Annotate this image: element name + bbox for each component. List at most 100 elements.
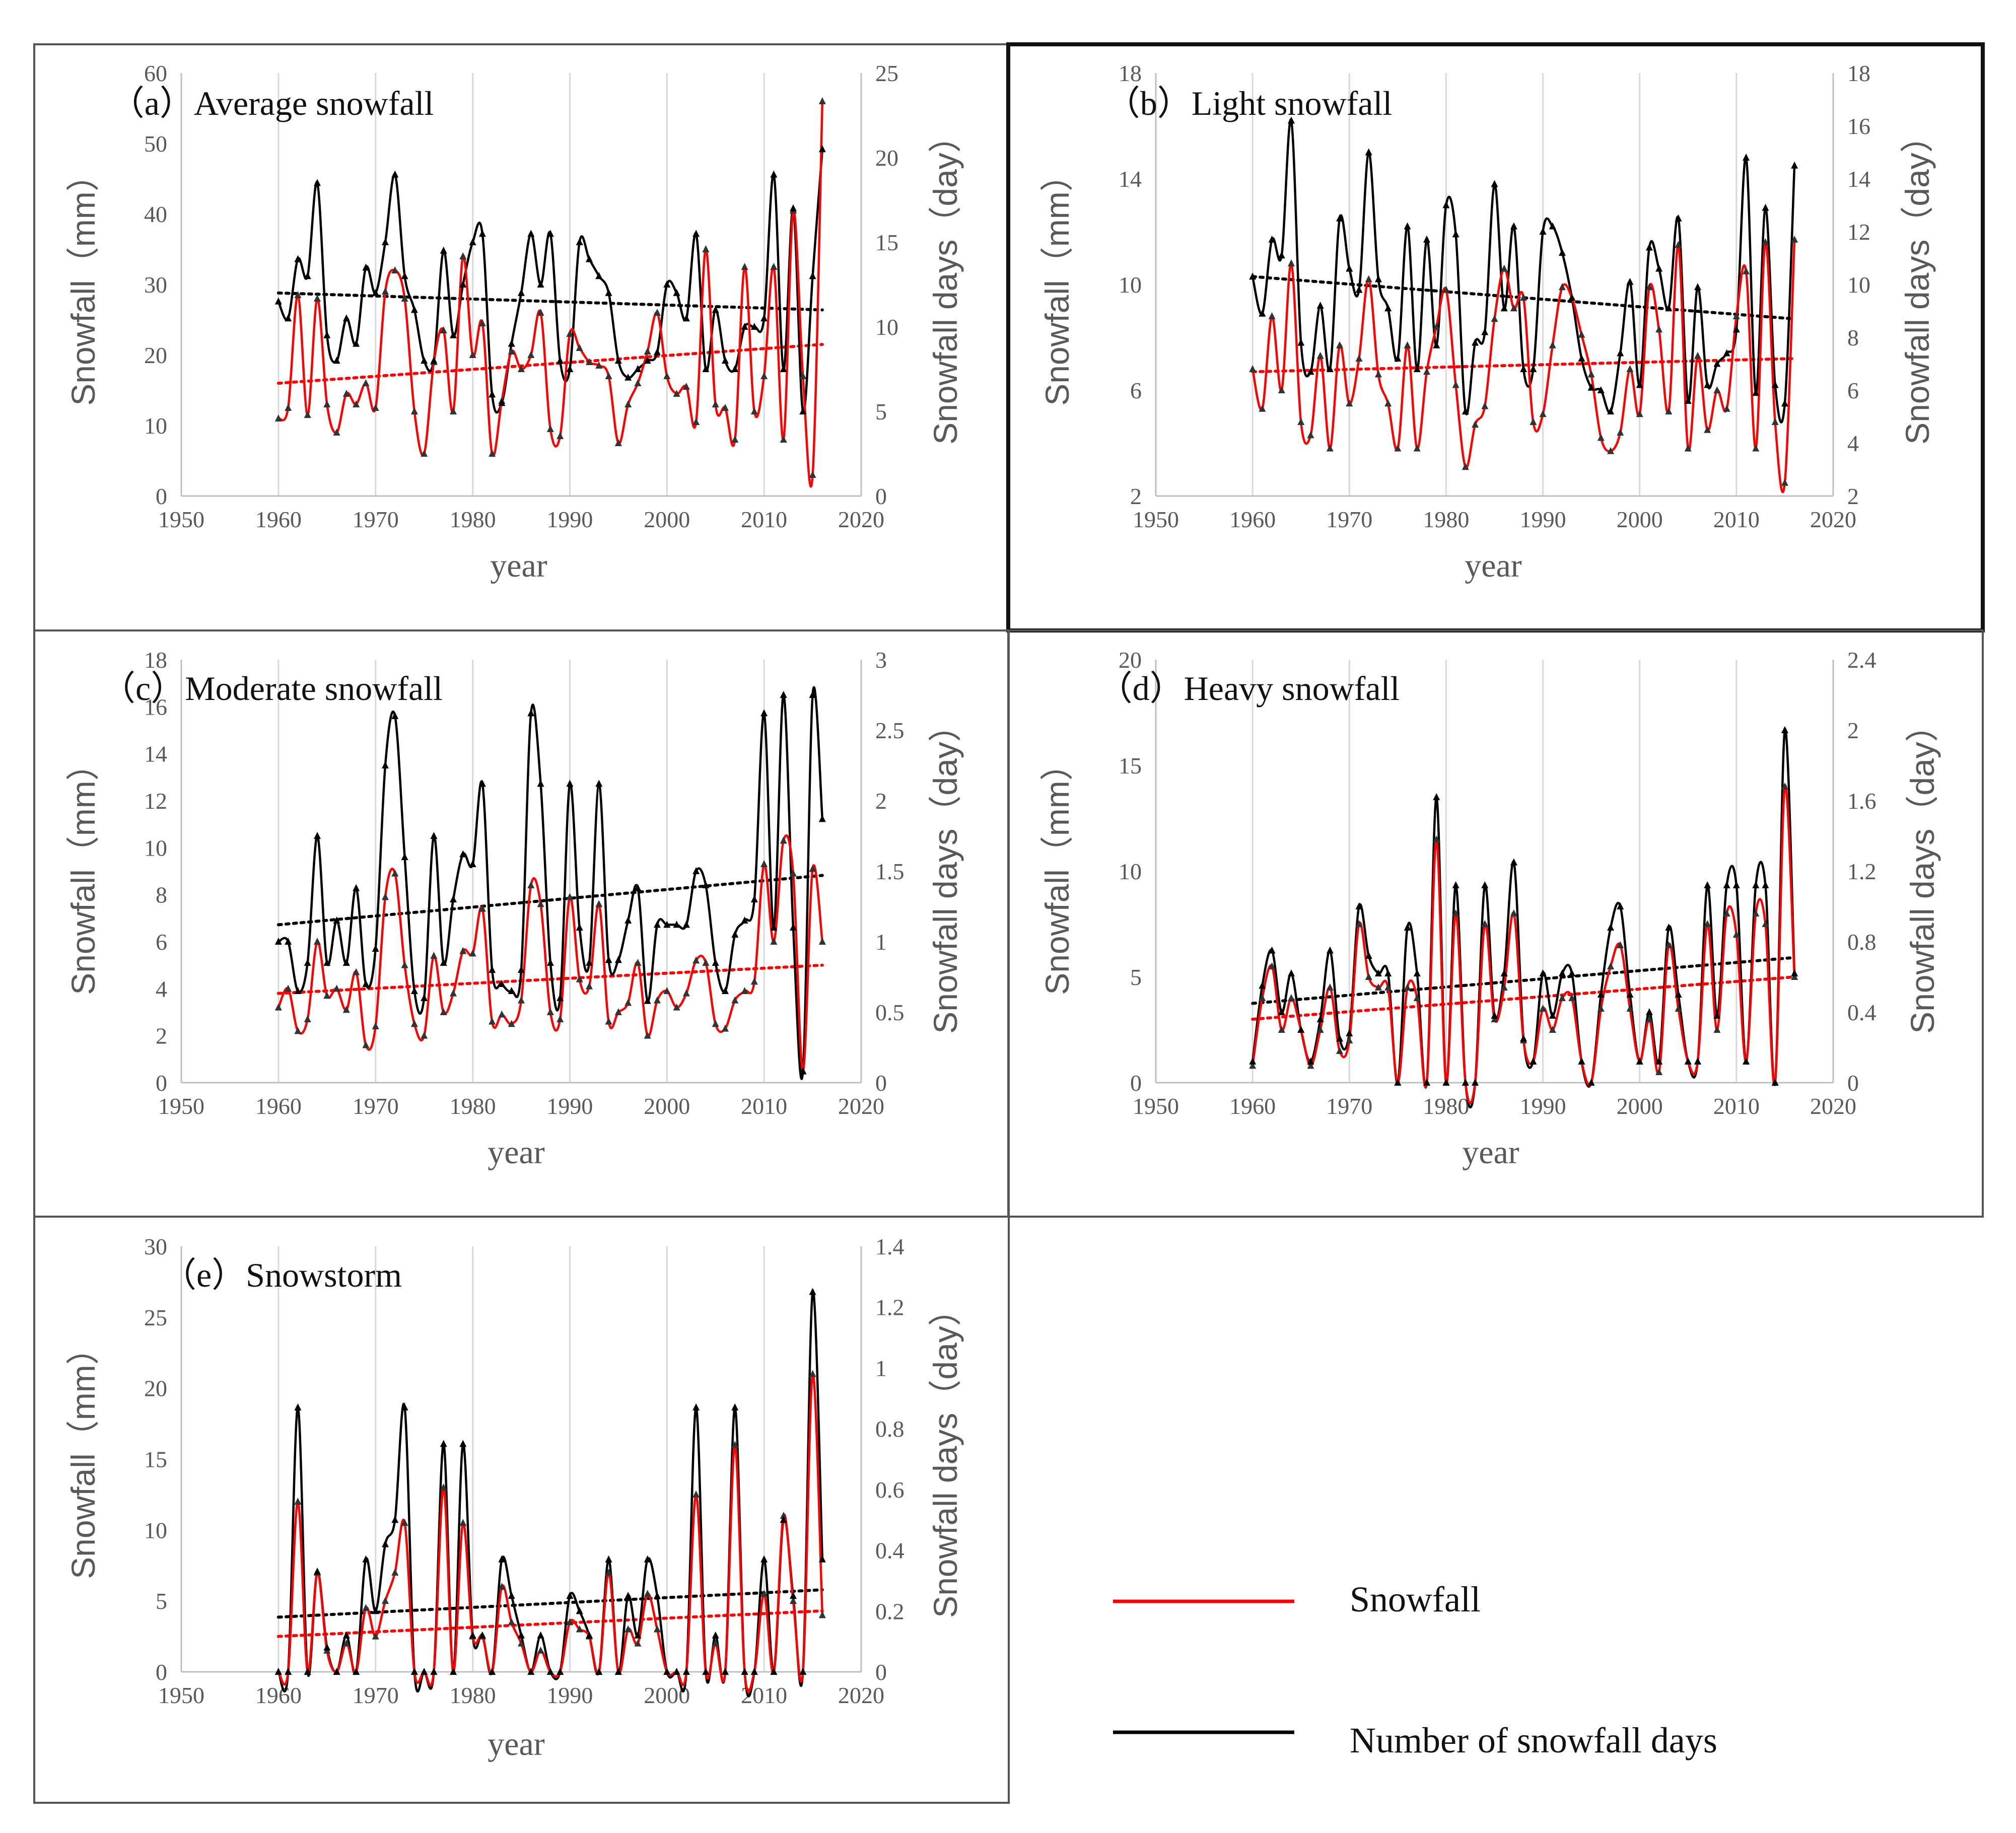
snowfall-point xyxy=(304,411,311,418)
days-point xyxy=(1433,793,1440,800)
snowfall-point xyxy=(576,975,583,982)
days-point xyxy=(595,1668,603,1675)
snowfall-point xyxy=(546,1008,554,1015)
days-point xyxy=(1752,389,1760,396)
days-point xyxy=(1791,969,1798,976)
days-point xyxy=(342,1631,350,1639)
days-point xyxy=(1355,286,1363,293)
y-tick-label: 30 xyxy=(144,1234,167,1259)
panel-b: 1950 1960 1970 1980 1990 2000 2010 202026101418… xyxy=(1006,42,1985,632)
snowfall-point xyxy=(1423,368,1430,375)
days-point xyxy=(469,860,476,867)
days-point xyxy=(1481,328,1489,335)
days-point xyxy=(342,959,350,966)
y2-tick-label: 0.2 xyxy=(875,1598,905,1624)
snowfall-point xyxy=(1539,410,1547,417)
y-tick-label: 14 xyxy=(144,741,167,767)
days-point xyxy=(634,1631,642,1639)
y-tick-label: 60 xyxy=(144,60,167,86)
x-tick-label: 1970 xyxy=(353,1093,399,1119)
snowfall-point xyxy=(566,893,574,900)
days-point xyxy=(702,1668,710,1675)
snowfall-point xyxy=(624,999,632,1006)
snowfall-point xyxy=(508,1618,515,1626)
days-point xyxy=(1316,302,1324,309)
days-point xyxy=(1336,214,1344,222)
snowfall-point xyxy=(489,1017,496,1025)
days-point xyxy=(1762,881,1769,888)
x-tick-label: 1990 xyxy=(1520,1093,1566,1119)
snowfall-point xyxy=(1704,920,1711,927)
x-tick-label: 2010 xyxy=(1713,1093,1760,1119)
snowfall-point xyxy=(1665,941,1673,948)
days-point xyxy=(614,357,622,364)
days-point xyxy=(1326,365,1334,372)
days-point xyxy=(1520,1034,1527,1042)
snowfall-point xyxy=(401,295,408,302)
snowfall-point xyxy=(294,1498,302,1505)
x-tick-label: 1950 xyxy=(158,1682,204,1708)
panel-title: （e）Snowstorm xyxy=(162,1256,402,1294)
snowfall-point xyxy=(1288,994,1295,1001)
snowfall-point xyxy=(478,904,486,912)
x-tick-label: 1990 xyxy=(546,1093,593,1119)
days-point xyxy=(410,1668,418,1675)
snowfall-point xyxy=(731,996,739,1004)
days-point xyxy=(478,780,486,787)
days-point xyxy=(1771,1079,1779,1086)
panel-frame xyxy=(33,629,1010,1218)
days-point xyxy=(1762,203,1769,211)
days-point xyxy=(508,987,515,994)
days-point xyxy=(285,314,292,322)
days-point xyxy=(372,945,379,952)
x-tick-label: 1980 xyxy=(450,507,496,532)
snowfall-point xyxy=(1404,983,1411,991)
days-series-line xyxy=(277,1290,824,1698)
snowfall-point xyxy=(595,900,603,907)
snowfall-point xyxy=(624,400,632,407)
days-point xyxy=(1307,1058,1314,1065)
panel-title: （c）Moderate snowfall xyxy=(101,669,443,708)
snowfall-point xyxy=(712,400,719,407)
days-point xyxy=(557,357,564,364)
y2-tick-label: 10 xyxy=(1847,272,1870,298)
snowfall-point xyxy=(654,309,661,316)
snowfall-point xyxy=(566,330,574,337)
snowfall-point xyxy=(1249,1062,1257,1069)
snowfall-point xyxy=(818,1611,826,1618)
days-point xyxy=(624,1592,632,1599)
days-series-line xyxy=(277,686,824,1080)
snowfall-point xyxy=(586,358,593,365)
snowfall-point xyxy=(1723,404,1730,412)
days-point xyxy=(1346,1029,1353,1036)
days-point xyxy=(722,1668,729,1675)
x-tick-label: 2000 xyxy=(644,507,690,532)
days-point xyxy=(750,895,758,902)
days-point xyxy=(440,246,447,254)
days-point xyxy=(1771,381,1779,388)
days-point xyxy=(546,230,554,237)
snowfall-point xyxy=(644,1031,651,1039)
days-point xyxy=(576,238,583,245)
snowfall-point xyxy=(1259,994,1266,1001)
days-point xyxy=(760,1555,768,1563)
snowfall-point xyxy=(1713,1026,1721,1033)
days-point xyxy=(586,959,593,966)
days-point xyxy=(682,314,690,322)
days-point xyxy=(566,780,574,787)
days-point xyxy=(576,924,583,931)
days-point xyxy=(382,1540,389,1547)
y2-tick-label: 0.5 xyxy=(875,1000,905,1025)
y-tick-label: 2 xyxy=(156,1023,167,1049)
days-point xyxy=(1259,981,1266,989)
y-tick-label: 10 xyxy=(1119,859,1142,884)
days-point xyxy=(527,1668,535,1675)
snowfall-point xyxy=(1481,920,1489,927)
snowfall-point xyxy=(1704,426,1711,433)
snowfall-point xyxy=(663,372,671,379)
snowfall-point xyxy=(401,1519,408,1526)
days-point xyxy=(644,997,651,1004)
y2-tick-label: 1 xyxy=(875,1355,887,1381)
snowfall-point xyxy=(566,1618,574,1626)
days-point xyxy=(770,1668,778,1675)
